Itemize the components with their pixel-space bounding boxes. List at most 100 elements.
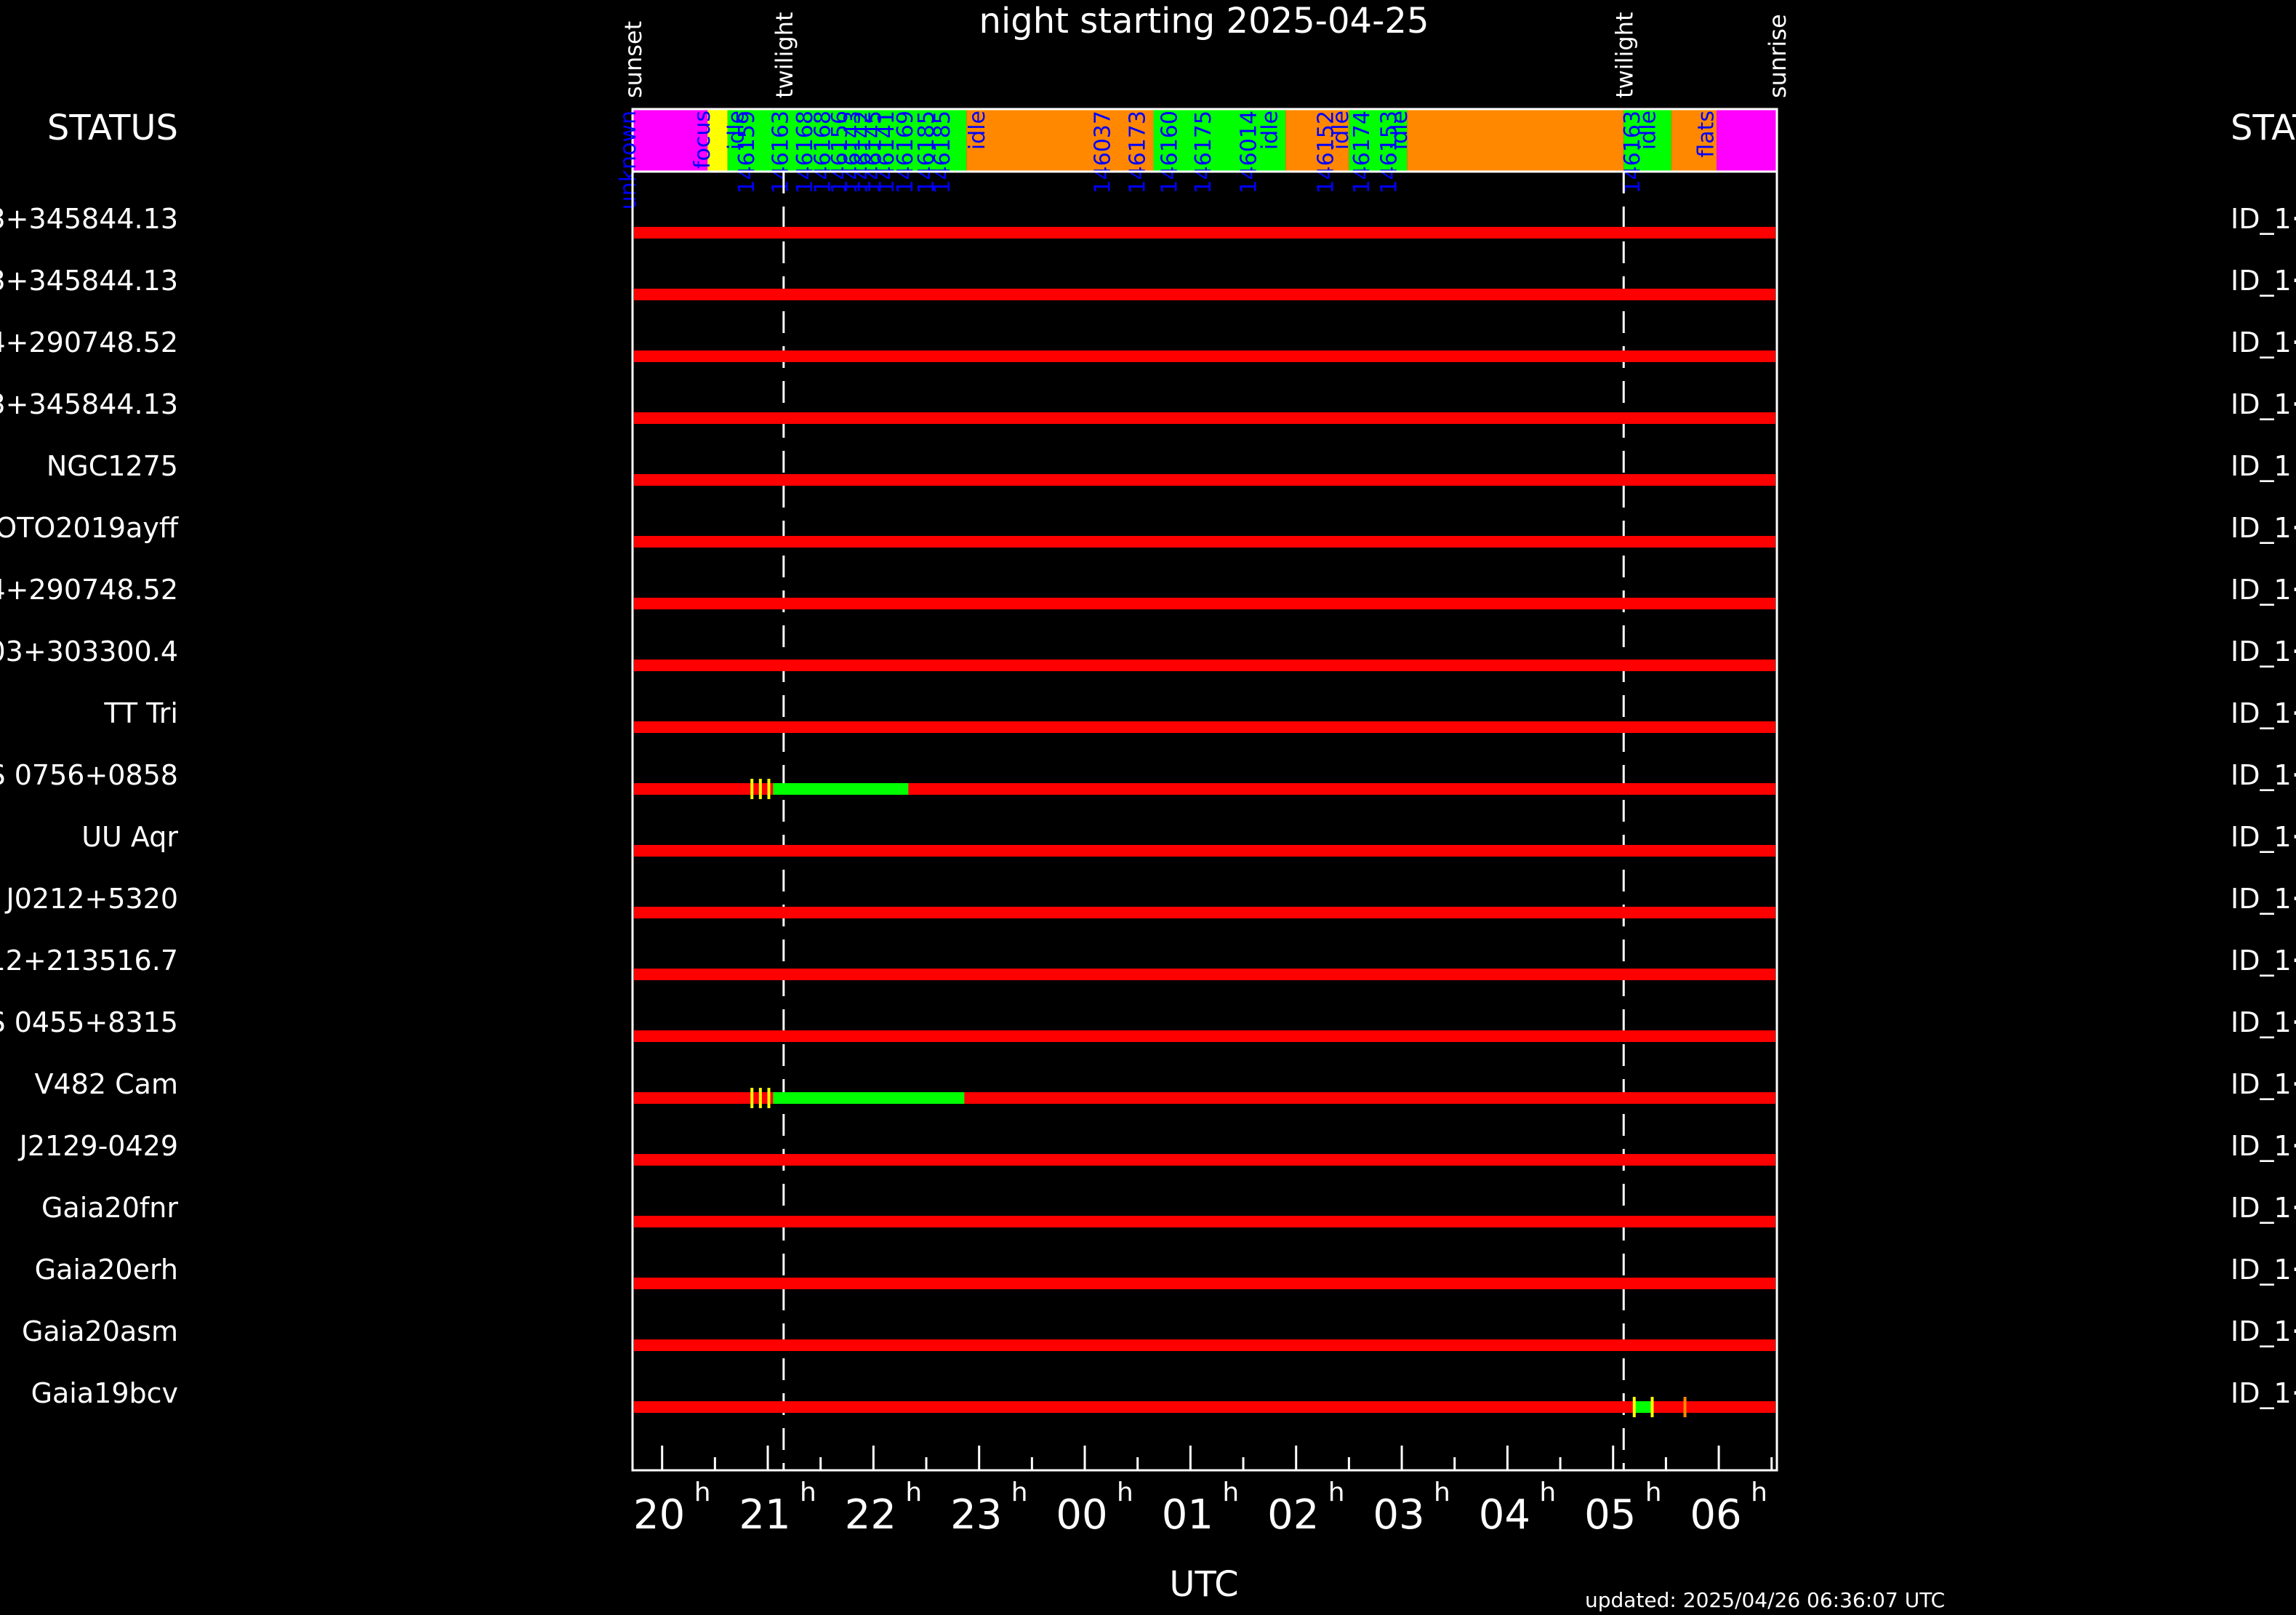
chart-title: night starting 2025-04-25 — [979, 1, 1429, 41]
target-id: ID_1· — [2231, 326, 2296, 358]
status-header-right: STATUS — [2231, 108, 2296, 148]
target-name: 03+303300.4 — [0, 636, 178, 668]
target-timeline-bar — [634, 598, 1775, 609]
target-timeline-bar — [634, 1154, 1775, 1166]
target-id: ID_1· — [2231, 574, 2296, 606]
target-name: 3+345844.13 — [0, 203, 178, 235]
status-label: 146175 — [1191, 111, 1216, 194]
x-tick-label: 22 — [845, 1491, 896, 1539]
target-name: Gaia20erh — [35, 1254, 178, 1286]
target-id: ID_1· — [2231, 1192, 2296, 1224]
x-tick-superscript: h — [1222, 1478, 1239, 1507]
target-id: ID_1· — [2231, 636, 2296, 668]
status-segment — [727, 109, 774, 172]
x-tick-superscript: h — [1645, 1478, 1662, 1507]
status-label: idle — [1387, 111, 1413, 150]
target-id: ID_1· — [2231, 1130, 2296, 1162]
target-id: ID_1· — [2231, 821, 2296, 853]
status-segment — [1153, 109, 1286, 172]
status-label: 146142 — [851, 111, 876, 194]
marker-label: sunset — [619, 21, 647, 98]
status-label: flats — [1694, 111, 1719, 158]
target-timeline-bar — [634, 783, 1775, 795]
observed-segment — [773, 783, 909, 795]
status-segment — [1349, 109, 1408, 172]
status-label: unknown — [616, 111, 641, 209]
updated-timestamp: updated: 2025/04/26 06:36:07 UTC — [1585, 1588, 1945, 1612]
target-timeline-bar — [634, 1030, 1775, 1042]
target-timeline-bar — [634, 907, 1775, 918]
x-tick-superscript: h — [1751, 1478, 1767, 1507]
x-axis-label: UTC — [1169, 1564, 1238, 1605]
x-tick-superscript: h — [1117, 1478, 1133, 1507]
status-label: 146159 — [734, 111, 760, 194]
x-tick-label: 20 — [633, 1491, 685, 1539]
status-label: 146163 — [768, 111, 793, 194]
status-label: 146141 — [874, 111, 899, 194]
target-name: Gaia19bcv — [31, 1377, 178, 1409]
status-segment — [966, 109, 1154, 172]
status-segment — [1285, 109, 1349, 172]
status-label: 146156 — [827, 111, 853, 194]
x-tick-label: 05 — [1584, 1491, 1636, 1539]
status-label: 146168 — [811, 111, 836, 194]
status-segment — [1717, 109, 1777, 172]
target-timeline-bar — [634, 1216, 1775, 1227]
target-id: ID_1· — [2231, 1006, 2296, 1038]
target-name: 3+345844.13 — [0, 388, 178, 420]
x-tick-superscript: h — [800, 1478, 816, 1507]
target-name: Gaia20asm — [22, 1315, 178, 1347]
target-name: GOTO2019ayff — [0, 512, 179, 544]
x-tick-superscript: h — [1434, 1478, 1450, 1507]
status-label: idle — [1636, 111, 1661, 150]
status-label: focus — [690, 111, 715, 169]
target-name: 4+290748.52 — [0, 574, 178, 606]
status-label: 146014 — [1236, 111, 1261, 194]
target-name: UU Aqr — [81, 821, 178, 853]
x-tick-superscript: h — [905, 1478, 922, 1507]
target-id: ID_1· — [2231, 265, 2296, 297]
x-tick-label: 04 — [1479, 1491, 1530, 1539]
x-tick-label: 02 — [1267, 1491, 1319, 1539]
target-id: ID_1· — [2231, 945, 2296, 977]
status-label: idle — [1257, 111, 1283, 150]
status-label: 146152 — [1313, 111, 1338, 194]
target-timeline-bar — [634, 1401, 1775, 1413]
target-name: S 0756+0858 — [0, 759, 178, 791]
status-label: 146173 — [1125, 111, 1151, 194]
target-name: NGC1275 — [47, 450, 178, 482]
status-label: 146160 — [1157, 111, 1182, 194]
target-id: ID_1· — [2231, 512, 2296, 544]
x-tick-label: 03 — [1373, 1491, 1424, 1539]
status-label: 146037 — [1091, 111, 1116, 194]
x-tick-label: 06 — [1690, 1491, 1741, 1539]
target-timeline-bar — [634, 1278, 1775, 1289]
status-segment — [633, 109, 708, 172]
target-timeline-bar — [634, 227, 1775, 239]
status-segment — [773, 109, 967, 172]
target-timeline-bar — [634, 474, 1775, 486]
status-label: 146168 — [792, 111, 818, 194]
target-name: TT Tri — [103, 697, 178, 729]
target-timeline-bar — [634, 660, 1775, 671]
target-id: ID_1· — [2231, 759, 2296, 791]
target-id: ID_1 — [2231, 450, 2292, 482]
x-tick-superscript: h — [1539, 1478, 1556, 1507]
target-name: J0212+5320 — [5, 883, 178, 915]
target-id: ID_1· — [2231, 203, 2296, 235]
marker-label: twilight — [771, 12, 798, 98]
marker-label: twilight — [1610, 12, 1638, 98]
observed-segment — [1634, 1401, 1653, 1413]
target-id: ID_1· — [2231, 1377, 2296, 1409]
status-label: idle — [723, 111, 749, 150]
target-timeline-bar — [634, 412, 1775, 424]
status-segment — [707, 109, 728, 172]
status-label: 146185 — [930, 111, 955, 194]
plot-frame — [631, 170, 1778, 1472]
target-name: S 0455+8315 — [0, 1006, 178, 1038]
target-id: ID_1· — [2231, 883, 2296, 915]
target-timeline-bar — [634, 289, 1775, 300]
target-timeline-bar — [634, 969, 1775, 980]
target-name: 12+213516.7 — [0, 945, 178, 977]
